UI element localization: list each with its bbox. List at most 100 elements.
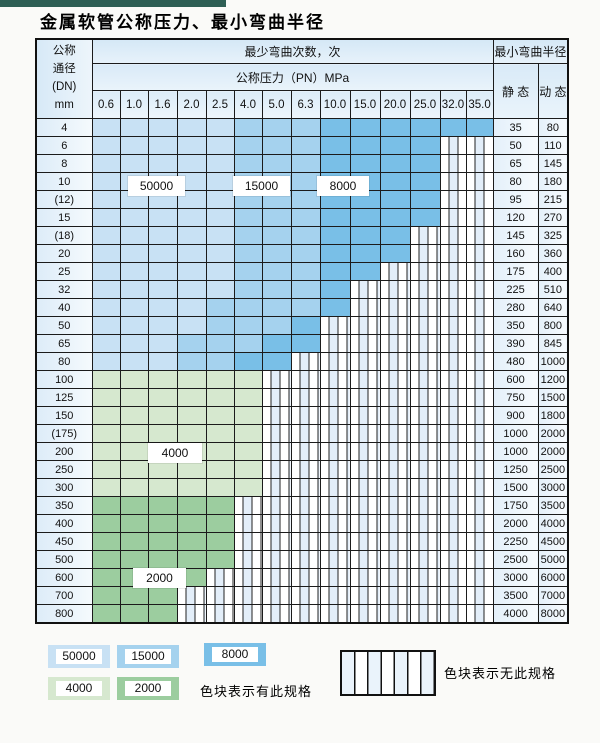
spec-cell (409, 190, 441, 209)
nospec-cell (349, 406, 381, 425)
spec-cell (119, 154, 149, 173)
spec-cell (205, 496, 235, 515)
spec-cell (205, 226, 235, 245)
pressure-col-header: 15.0 (349, 90, 381, 119)
spec-cell (233, 136, 263, 155)
nospec-cell (261, 568, 292, 587)
nospec-cell (439, 388, 467, 407)
spec-cell (379, 172, 411, 191)
nospec-cell (379, 604, 411, 624)
nospec-cell (439, 604, 467, 624)
spec-cell (119, 226, 149, 245)
spec-cell (205, 208, 235, 227)
nospec-cell (379, 532, 411, 551)
spec-cell (119, 316, 149, 335)
nospec-cell (439, 406, 467, 425)
legend-swatch-label: 15000 (125, 649, 171, 664)
spec-cell (147, 388, 178, 407)
spec-cell (290, 298, 321, 317)
nospec-cell (409, 496, 441, 515)
spec-cell (349, 262, 381, 281)
spec-cell (319, 118, 351, 137)
nospec-cell (205, 568, 235, 587)
spec-cell (261, 118, 292, 137)
spec-cell (233, 442, 263, 461)
spec-cell (176, 388, 207, 407)
dynamic-radius-cell: 4000 (537, 514, 569, 533)
pressure-col-header: 25.0 (409, 90, 441, 119)
spec-cell (261, 352, 292, 371)
spec-cell (91, 568, 121, 587)
spec-cell (261, 262, 292, 281)
spec-cell (290, 316, 321, 335)
nospec-cell (409, 262, 441, 281)
bend-cycles-header: 最少弯曲次数，次 (91, 38, 494, 64)
spec-cell (290, 262, 321, 281)
static-radius-cell: 2000 (492, 514, 539, 533)
spec-cell (261, 226, 292, 245)
nospec-cell (290, 442, 321, 461)
static-radius-cell: 900 (492, 406, 539, 425)
spec-cell (290, 136, 321, 155)
pressure-col-header: 35.0 (465, 90, 494, 119)
spec-cell (379, 190, 411, 209)
nospec-cell (465, 532, 494, 551)
spec-cell (349, 226, 381, 245)
table-row: 150 900 1800 (35, 406, 569, 425)
dynamic-radius-cell: 2500 (537, 460, 569, 479)
dn-cell: 700 (35, 586, 93, 605)
spec-cell (319, 226, 351, 245)
spec-cell (233, 280, 263, 299)
dynamic-radius-cell: 110 (537, 136, 569, 155)
spec-cell (409, 154, 441, 173)
page-title: 金属软管公称压力、最小弯曲半径 (40, 13, 325, 33)
nospec-cell (319, 370, 351, 389)
nospec-cell (379, 262, 411, 281)
nospec-cell (319, 550, 351, 569)
spec-cell (205, 154, 235, 173)
dn-cell: 40 (35, 298, 93, 317)
nospec-cell (379, 352, 411, 371)
dn-cell: 150 (35, 406, 93, 425)
nospec-cell (379, 478, 411, 497)
nospec-cell (349, 604, 381, 624)
spec-cell (439, 118, 467, 137)
nospec-cell (465, 586, 494, 605)
nospec-cell (465, 172, 494, 191)
spec-cell (147, 550, 178, 569)
spec-cell (119, 514, 149, 533)
spec-cell (261, 316, 292, 335)
spec-cell (119, 424, 149, 443)
dn-header-line: 通径 (52, 63, 76, 76)
table-header: 公称 通径 (DN) mm 最少弯曲次数，次 最小弯曲半径 公称压力（PN）MP… (35, 38, 569, 119)
dynamic-radius-cell: 360 (537, 244, 569, 263)
nospec-cell (319, 406, 351, 425)
nospec-cell (409, 244, 441, 263)
nospec-cell (349, 478, 381, 497)
nospec-cell (439, 190, 467, 209)
dynamic-radius-cell: 145 (537, 154, 569, 173)
table-row: (12) 95 215 (35, 190, 569, 209)
dn-cell: 350 (35, 496, 93, 515)
spec-cell (261, 298, 292, 317)
legend-no-spec-note: 色块表示无此规格 (444, 666, 557, 681)
nospec-cell (319, 496, 351, 515)
spec-cell (119, 298, 149, 317)
spec-cell (147, 514, 178, 533)
cycle-label-2000: 2000 (133, 568, 186, 588)
spec-cell (176, 154, 207, 173)
dn-cell: 65 (35, 334, 93, 353)
nospec-cell (439, 244, 467, 263)
table-row: 100 600 1200 (35, 370, 569, 389)
spec-cell (465, 118, 494, 137)
spec-cell (176, 352, 207, 371)
spec-cell (233, 352, 263, 371)
dn-cell: 6 (35, 136, 93, 155)
pressure-col-header: 2.5 (205, 90, 235, 119)
spec-cell (379, 208, 411, 227)
cycle-label-8000: 8000 (317, 176, 369, 196)
dn-cell: 4 (35, 118, 93, 137)
nospec-cell (176, 586, 207, 605)
dn-cell: 450 (35, 532, 93, 551)
